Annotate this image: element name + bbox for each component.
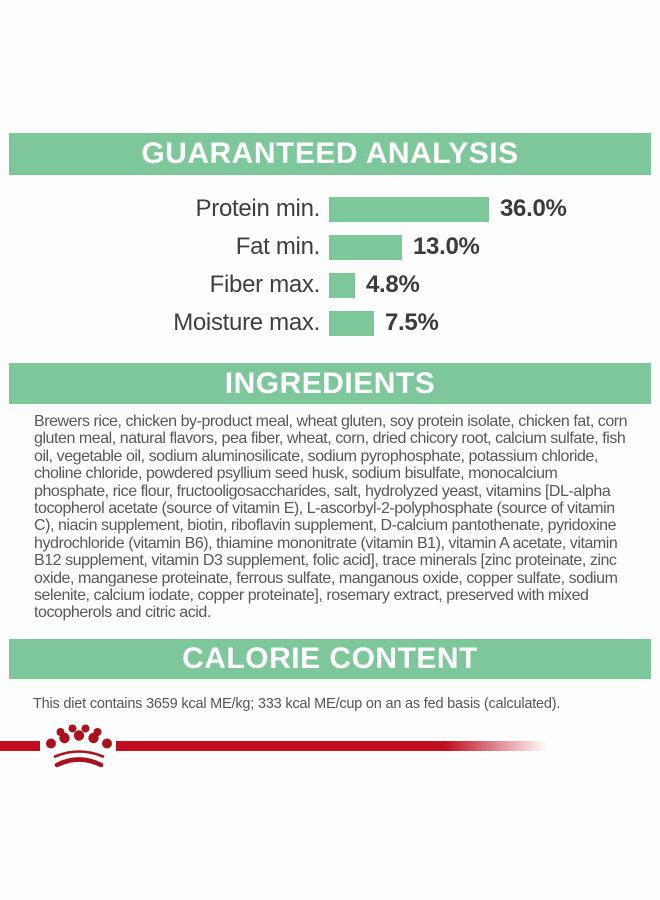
analysis-value: 13.0% — [413, 233, 480, 260]
analysis-bar — [329, 272, 355, 298]
guaranteed-analysis-title: GUARANTEED ANALYSIS — [141, 137, 519, 170]
analysis-row-fat: Fat min. 13.0% — [0, 233, 660, 260]
guaranteed-analysis-header: GUARANTEED ANALYSIS — [9, 133, 651, 175]
brand-rule-right-fade — [116, 741, 560, 751]
analysis-value: 4.8% — [366, 271, 420, 298]
analysis-bar — [329, 234, 402, 260]
ingredients-title: INGREDIENTS — [224, 366, 436, 400]
calorie-content-title: CALORIE CONTENT — [182, 642, 478, 675]
ingredients-header: INGREDIENTS — [9, 363, 651, 404]
analysis-value: 7.5% — [385, 309, 439, 336]
calorie-content-header: CALORIE CONTENT — [9, 639, 651, 679]
analysis-label: Moisture max. — [173, 309, 320, 336]
analysis-value: 36.0% — [500, 195, 567, 222]
analysis-label: Fiber max. — [209, 271, 321, 298]
guaranteed-analysis-chart: Protein min. 36.0% Fat min. 13.0% Fiber … — [0, 195, 660, 348]
royal-canin-crown-icon — [46, 724, 112, 768]
analysis-row-fiber: Fiber max. 4.8% — [0, 271, 660, 298]
analysis-label: Protein min. — [195, 195, 321, 222]
analysis-row-protein: Protein min. 36.0% — [0, 195, 660, 222]
analysis-bar — [329, 310, 374, 336]
analysis-row-moisture: Moisture max. 7.5% — [0, 309, 660, 336]
analysis-bar — [329, 196, 489, 222]
analysis-label: Fat min. — [235, 233, 321, 260]
ingredients-paragraph: Brewers rice, chicken by-product meal, w… — [34, 413, 628, 622]
brand-rule-left — [0, 741, 40, 751]
calorie-statement: This diet contains 3659 kcal ME/kg; 333 … — [33, 696, 561, 712]
